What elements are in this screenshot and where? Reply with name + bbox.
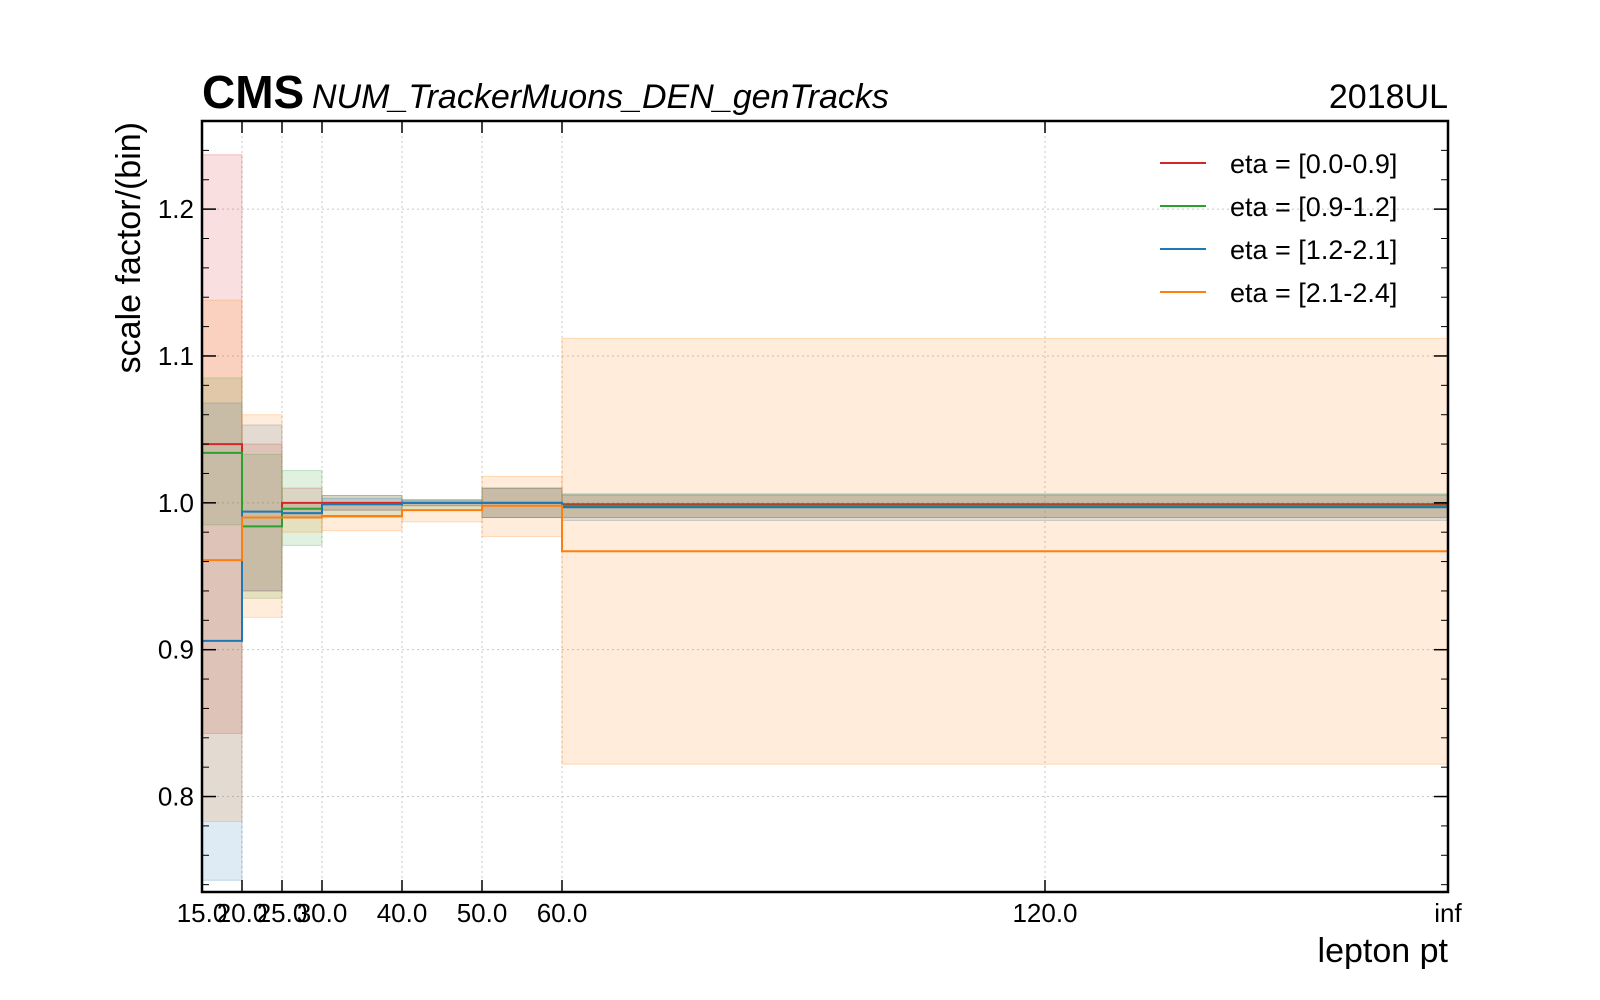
x-axis-label: lepton pt	[1318, 932, 1449, 970]
legend-label: eta = [1.2-2.1]	[1230, 235, 1397, 265]
y-tick-label: 0.9	[158, 635, 194, 665]
y-tick-label: 1.2	[158, 194, 194, 224]
series-lines	[202, 443, 1448, 642]
axis-ticks: 15.020.025.030.0 40.0 50.0 60.0 120.0 inf 0.8 0…	[158, 121, 1463, 928]
chart-title: NUM_TrackerMuons_DEN_genTracks	[312, 78, 889, 116]
y-tick-label: 0.8	[158, 782, 194, 812]
uncertainty-band	[241, 414, 283, 618]
x-tick-label: inf	[1434, 898, 1462, 928]
experiment-label: CMS	[202, 66, 304, 118]
legend-label: eta = [2.1-2.4]	[1230, 278, 1397, 308]
uncertainty-band	[401, 502, 483, 523]
series-line	[202, 504, 1448, 562]
year-label: 2018UL	[1329, 78, 1448, 116]
x-tick-label: 120.0	[1012, 898, 1077, 928]
y-tick-label: 1.0	[158, 488, 194, 518]
y-axis-label: scale factor/(bin)	[110, 122, 148, 373]
plot-frame	[200, 119, 1450, 894]
y-tick-label: 1.1	[158, 341, 194, 371]
x-tick-label: 60.0	[537, 898, 588, 928]
x-tick-label: 15.0	[177, 898, 228, 928]
legend-label: eta = [0.0-0.9]	[1230, 149, 1397, 179]
x-tick-label: 30.0	[297, 898, 348, 928]
legend-label: eta = [0.9-1.2]	[1230, 192, 1397, 222]
x-tick-label: 20.0	[217, 898, 268, 928]
legend: eta = [0.0-0.9] eta = [0.9-1.2] eta = [1.2…	[1160, 149, 1397, 308]
x-tick-label: 25.0	[257, 898, 308, 928]
uncertainty-band	[241, 424, 283, 592]
series-line	[202, 501, 1448, 642]
x-tick-label: 40.0	[377, 898, 428, 928]
x-tick-label: 50.0	[457, 898, 508, 928]
